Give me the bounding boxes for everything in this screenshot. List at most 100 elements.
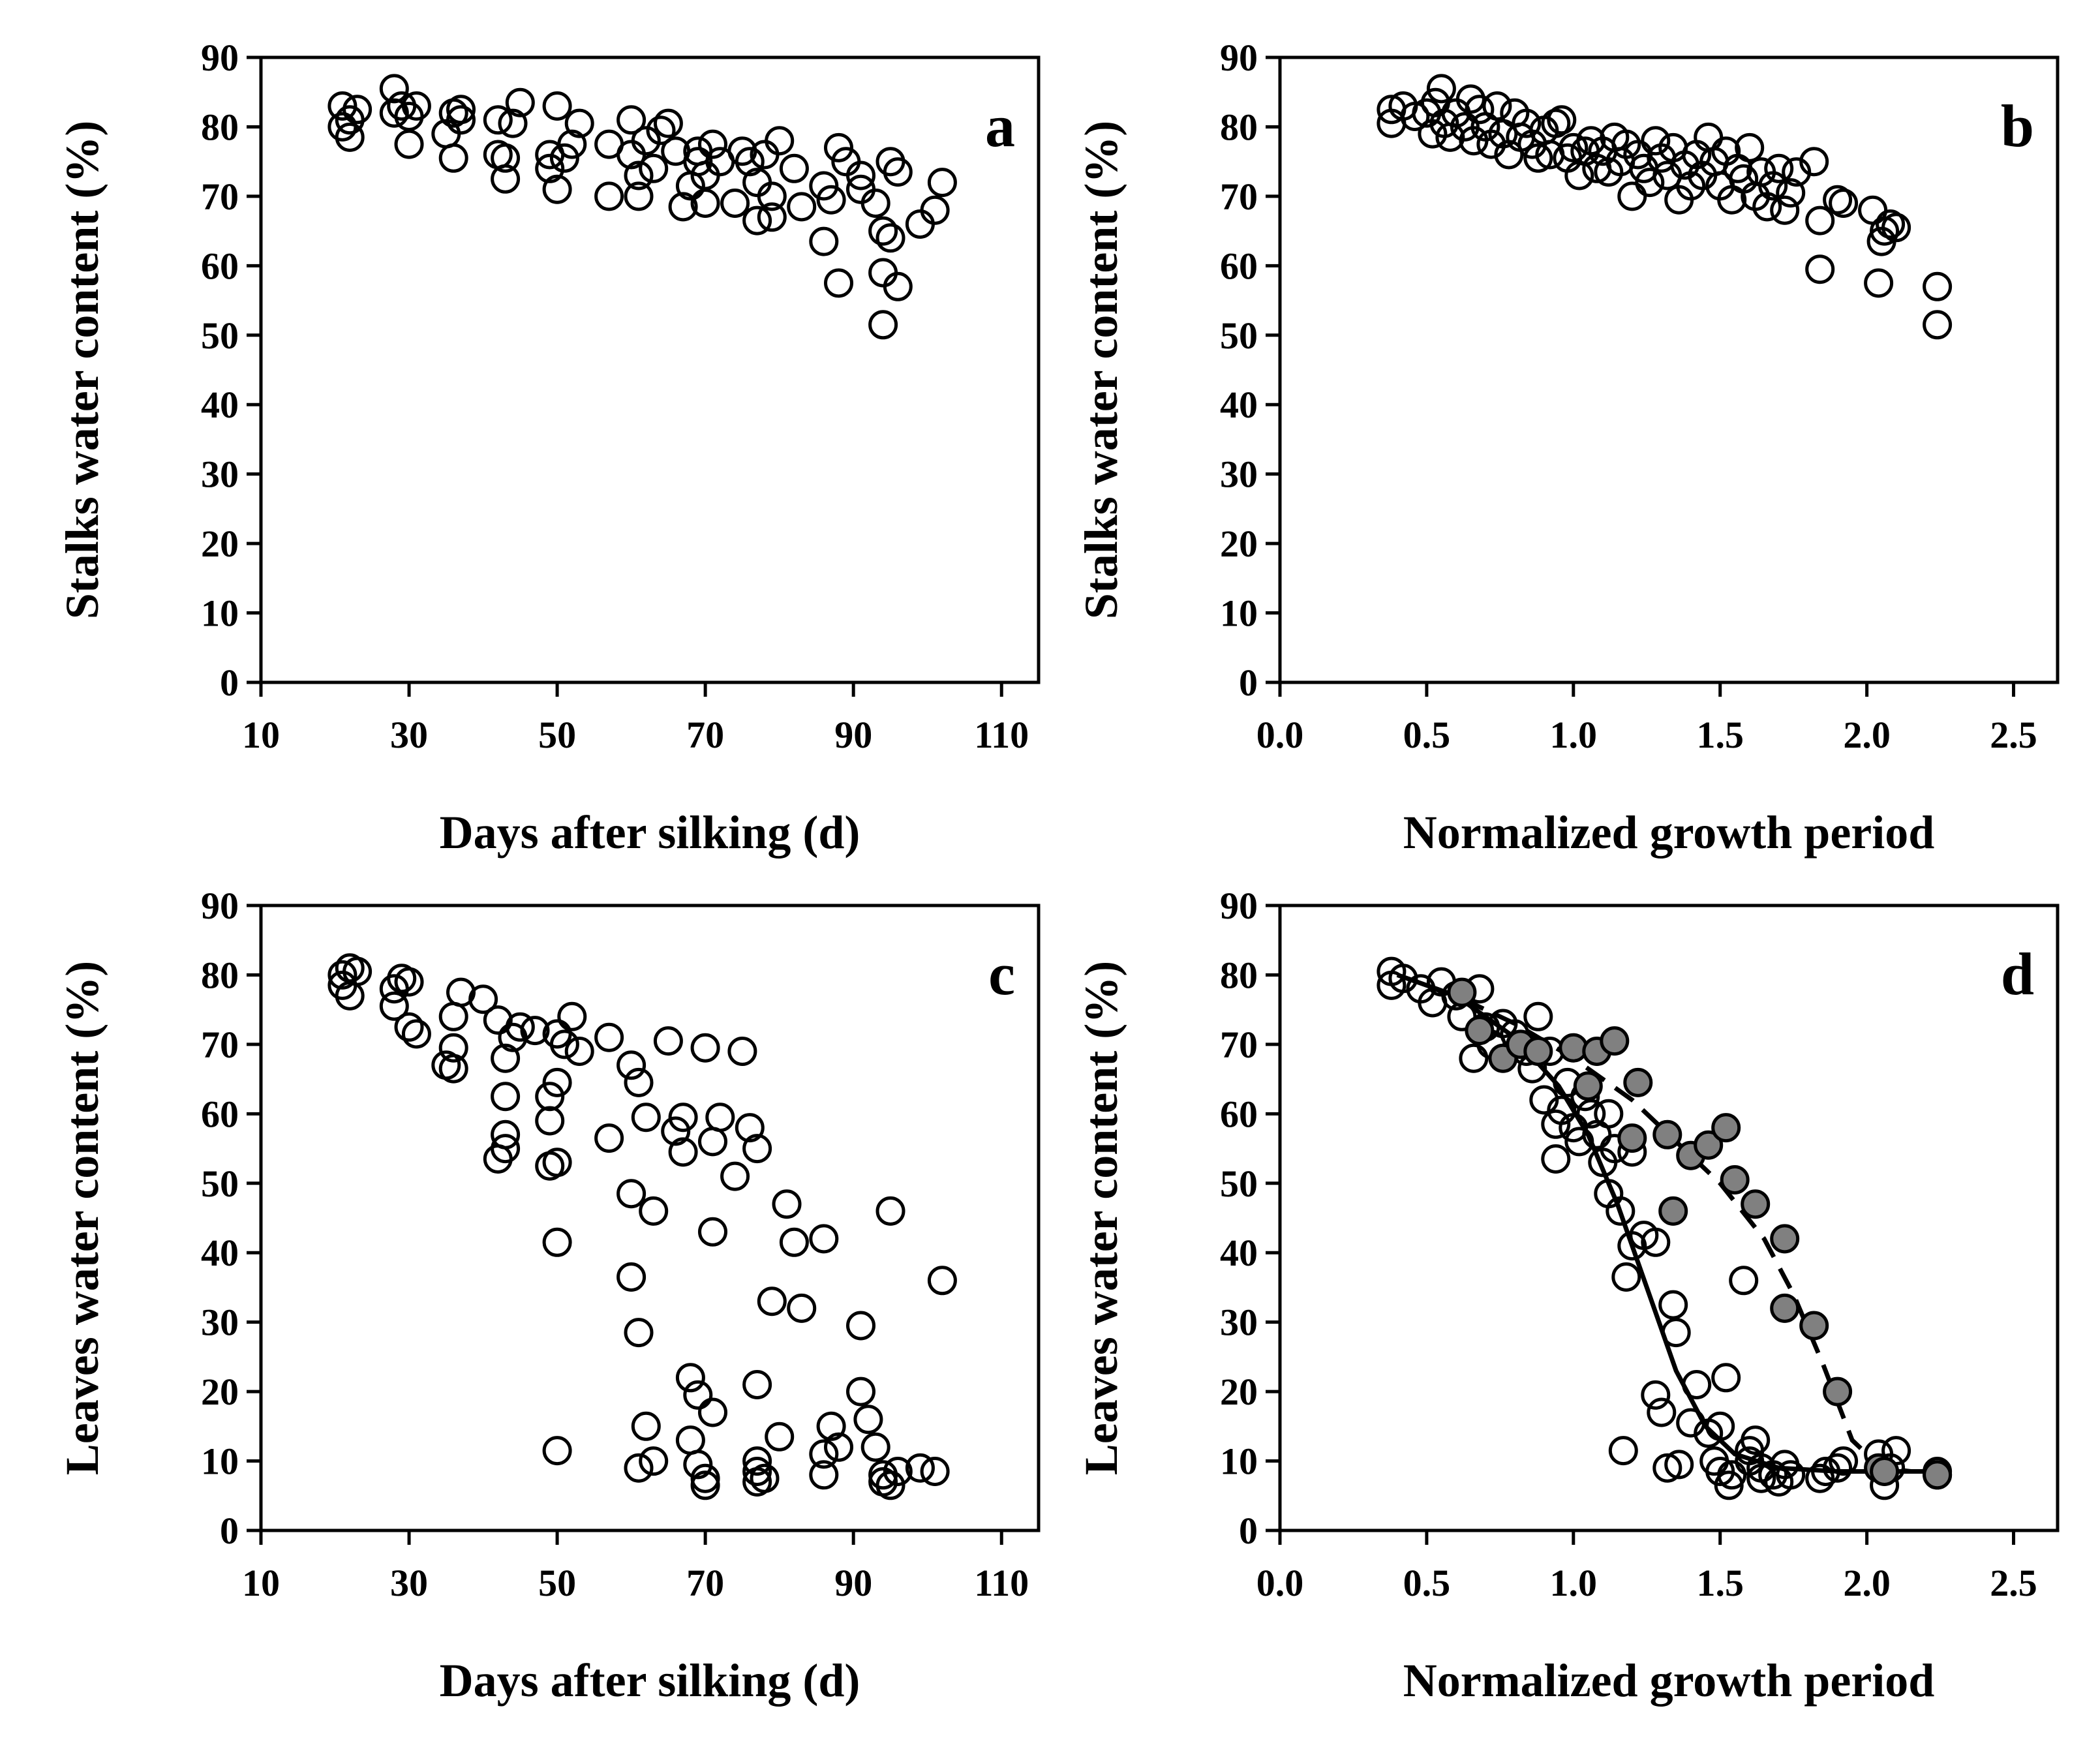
- plot-frame: [1278, 904, 2060, 1532]
- data-point: [505, 87, 535, 117]
- data-point: [594, 1123, 624, 1153]
- data-point: [824, 1432, 853, 1462]
- y-tick-label: 20: [1220, 523, 1258, 565]
- data-point: [661, 1116, 691, 1146]
- data-point: [742, 1457, 772, 1486]
- data-point: [446, 95, 476, 125]
- data-point: [491, 143, 521, 173]
- y-tick-label: 50: [1220, 314, 1258, 357]
- data-point: [401, 91, 431, 121]
- data-point: [1426, 74, 1456, 104]
- data-point: [846, 160, 875, 190]
- data-point: [1658, 1290, 1688, 1320]
- data-point: [327, 960, 358, 990]
- data-point: [1805, 205, 1835, 236]
- data-point: [1605, 1196, 1636, 1226]
- data-point: [868, 258, 898, 288]
- data-point: [779, 1227, 809, 1257]
- data-point: [1770, 195, 1800, 225]
- y-tick-label: 10: [201, 592, 239, 635]
- data-point-filled: [1741, 1189, 1771, 1219]
- data-point: [705, 1103, 735, 1133]
- data-point: [624, 181, 654, 211]
- data-point: [690, 189, 720, 218]
- data-point: [735, 147, 765, 177]
- data-point: [683, 1450, 713, 1480]
- data-point: [542, 1148, 572, 1178]
- y-tick-label: 30: [1220, 1301, 1258, 1344]
- data-point: [549, 143, 579, 173]
- data-point: [335, 122, 365, 152]
- data-point: [379, 991, 409, 1021]
- x-tick-label: 70: [686, 714, 724, 756]
- y-tick-label: 70: [201, 1024, 239, 1066]
- data-point-filled: [1652, 1119, 1682, 1149]
- data-point: [542, 1067, 572, 1097]
- y-tick-label: 40: [201, 1232, 239, 1274]
- y-tick-label: 10: [1220, 592, 1258, 635]
- data-point: [824, 132, 853, 162]
- data-point: [698, 1217, 727, 1247]
- x-tick-label: 10: [242, 1562, 280, 1604]
- data-point: [342, 956, 373, 986]
- x-tick-label: 0.0: [1256, 714, 1304, 756]
- data-point: [491, 1119, 521, 1149]
- x-tick-label: 110: [974, 1562, 1029, 1604]
- data-point: [668, 1103, 698, 1133]
- data-point: [868, 216, 898, 246]
- data-point: [1805, 1463, 1835, 1493]
- data-point: [1782, 157, 1812, 187]
- y-tick-label: 0: [1239, 662, 1258, 704]
- data-point: [1923, 310, 1953, 340]
- y-tick-label: 60: [201, 245, 239, 287]
- data-point: [846, 1376, 875, 1407]
- x-tick-label: 2.0: [1843, 714, 1891, 756]
- data-point: [1617, 181, 1647, 211]
- data-point: [860, 189, 890, 218]
- data-point: [491, 164, 521, 194]
- data-point-filled: [1559, 1033, 1589, 1063]
- y-tick-label: 20: [1220, 1371, 1258, 1413]
- x-tick-label: 1.0: [1550, 714, 1598, 756]
- data-point-filled: [1720, 1165, 1750, 1194]
- x-tick-label: 90: [834, 1562, 872, 1604]
- data-point: [1811, 1457, 1841, 1486]
- data-point: [883, 271, 913, 301]
- y-tick-label: 0: [1239, 1510, 1258, 1552]
- data-point: [1523, 143, 1553, 173]
- data-point: [653, 1026, 683, 1056]
- x-tick-label: 2.5: [1990, 714, 2037, 756]
- y-tick-label: 80: [1220, 954, 1258, 996]
- x-tick-label: 50: [538, 714, 576, 756]
- data-point: [1641, 126, 1671, 156]
- data-point-filled: [1870, 1457, 1900, 1486]
- data-point-filled: [1523, 1037, 1553, 1066]
- data-point: [535, 1106, 565, 1136]
- data-point: [1870, 216, 1900, 246]
- data-point: [1564, 1127, 1594, 1157]
- data-point: [1523, 1001, 1553, 1031]
- y-tick-label: 60: [1220, 1093, 1258, 1135]
- data-point: [594, 181, 624, 211]
- data-point: [1776, 178, 1806, 208]
- data-point: [765, 1422, 795, 1452]
- data-point: [809, 1460, 839, 1490]
- data-point: [542, 1436, 572, 1466]
- data-point: [816, 185, 846, 215]
- data-point: [1752, 192, 1782, 222]
- data-point: [1529, 1085, 1559, 1115]
- x-tick-label: 0.5: [1403, 1562, 1451, 1604]
- data-point: [616, 105, 647, 135]
- data-point: [809, 171, 839, 201]
- data-point: [742, 1134, 772, 1164]
- x-tick-label: 1.5: [1696, 1562, 1744, 1604]
- data-point: [927, 1266, 957, 1296]
- data-point-filled: [1600, 1026, 1630, 1056]
- data-point: [646, 115, 676, 145]
- data-point: [757, 181, 787, 211]
- data-point: [1541, 1144, 1571, 1174]
- data-point: [1741, 1425, 1771, 1455]
- data-point: [675, 1425, 705, 1455]
